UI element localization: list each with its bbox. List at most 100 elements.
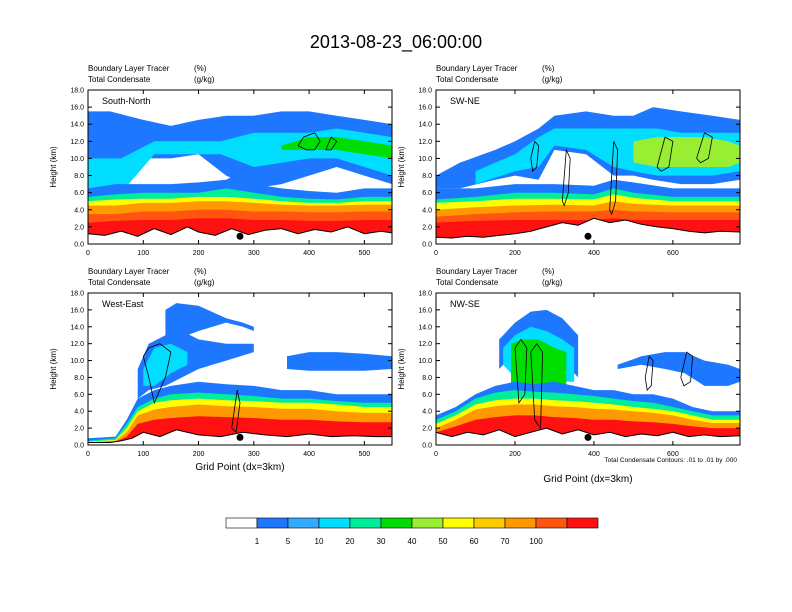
field-unit-1: (%) [194,64,207,73]
x-tick-label: 200 [193,451,205,458]
x-tick-label: 400 [303,250,315,257]
panel-frame [435,292,741,446]
x-axis-label-right: Grid Point (dx=3km) [543,474,632,485]
colorbar-swatch [535,517,568,529]
colorbar: 1 5 10 20 30 40 50 60 70 100 [225,517,599,546]
y-tick-label: 4.0 [74,409,84,416]
y-tick-label: 18.0 [70,291,84,298]
condensate-contour [680,351,694,387]
tracer-level-3 [143,343,188,386]
y-tick-label: 18.0 [70,88,84,95]
x-tick-label: 0 [86,250,90,257]
field-unit-2: (g/kg) [194,75,215,84]
y-tick-label: 0.0 [74,242,84,249]
tracer-level-5 [281,137,392,159]
contour-note: Total Condensate Contours: .01 to .01 by… [604,457,737,464]
colorbar-label: 100 [529,537,543,546]
colorbar-swatch [504,517,537,529]
colorbar-label: 40 [408,537,417,546]
y-tick-label: 6.0 [422,392,432,399]
y-tick-label: 14.0 [70,122,84,129]
field-unit-1: (%) [542,64,555,73]
y-tick-label: 14.0 [418,324,432,331]
y-tick-label: 16.0 [418,105,432,112]
colorbar-label: 60 [470,537,479,546]
terrain-mask [436,218,740,244]
x-tick-label: 500 [359,250,371,257]
y-tick-label: 2.0 [422,426,432,433]
x-tick-label: 200 [193,250,205,257]
terrain-line [88,429,392,443]
field-label-2: Total Condensate [88,75,151,84]
colorbar-label: 70 [501,537,510,546]
colorbar-label: 10 [315,537,324,546]
y-axis-label: Height (km) [397,146,406,188]
colorbar-label: 30 [377,537,386,546]
panel-west-east: 0.0 2.0 4.0 6.0 8.0 10.0 12.0 14.0 16.0 18.0 0 100 2… [49,267,393,458]
field-label-2: Total Condensate [436,278,499,287]
y-tick-label: 8.0 [422,375,432,382]
colorbar-label: 5 [286,537,291,546]
terrain-line [436,427,740,438]
panel-name: NW-SE [450,299,480,309]
colorbar-swatch [256,517,289,529]
y-tick-label: 12.0 [418,341,432,348]
x-tick-label: 300 [248,250,260,257]
location-marker [584,232,592,240]
y-tick-label: 6.0 [74,392,84,399]
x-tick-label: 400 [588,250,600,257]
location-marker [236,232,244,240]
condensate-contour [325,136,338,151]
y-tick-label: 16.0 [70,105,84,112]
field-label-1: Boundary Layer Tracer [88,64,170,73]
y-tick-label: 14.0 [418,122,432,129]
condensate-contour [514,338,528,404]
y-tick-label: 0.0 [422,443,432,450]
field-label-2: Total Condensate [436,75,499,84]
panel-nw-se: 0.0 2.0 4.0 6.0 8.0 10.0 12.0 14.0 16.0 18.0 0 200 4… [397,267,741,458]
y-tick-label: 10.0 [70,156,84,163]
condensate-contour [561,148,571,207]
colorbar-swatch [473,517,506,529]
y-axis-label: Height (km) [397,348,406,390]
x-tick-label: 0 [86,451,90,458]
field-unit-1: (%) [542,267,555,276]
panel-field [436,107,740,244]
colorbar-swatch [287,517,320,529]
panel-sw-ne: 0.0 2.0 4.0 6.0 8.0 10.0 12.0 14.0 16.0 18.0 0 200 4… [397,64,741,257]
x-axis-label-left: Grid Point (dx=3km) [195,462,284,473]
y-tick-label: 8.0 [422,173,432,180]
x-tick-label: 400 [588,451,600,458]
colorbar-swatch [225,517,258,529]
condensate-contour [656,136,674,172]
colorbar-label: 50 [439,537,448,546]
x-tick-label: 100 [137,250,149,257]
y-tick-label: 10.0 [418,358,432,365]
condensate-contour [142,343,172,405]
field-unit-2: (g/kg) [542,278,563,287]
colorbar-swatch [380,517,413,529]
y-tick-label: 2.0 [74,224,84,231]
panel-frame [435,89,741,245]
y-tick-label: 0.0 [422,242,432,249]
colorbar-swatch [349,517,382,529]
colorbar-label: 1 [255,537,260,546]
condensate-contour [231,390,241,434]
field-unit-2: (g/kg) [194,278,215,287]
y-axis-label: Height (km) [49,146,58,188]
y-tick-label: 12.0 [70,139,84,146]
condensate-contour [609,141,619,216]
y-tick-label: 8.0 [74,173,84,180]
x-tick-label: 0 [434,451,438,458]
y-tick-label: 4.0 [422,409,432,416]
y-tick-label: 10.0 [418,156,432,163]
panel-name: South-North [102,96,151,106]
y-tick-label: 6.0 [422,190,432,197]
y-tick-label: 0.0 [74,443,84,450]
panel-name: SW-NE [450,96,480,106]
x-tick-label: 500 [359,451,371,458]
colorbar-swatch [442,517,475,529]
field-label-1: Boundary Layer Tracer [436,267,518,276]
x-tick-label: 600 [667,250,679,257]
